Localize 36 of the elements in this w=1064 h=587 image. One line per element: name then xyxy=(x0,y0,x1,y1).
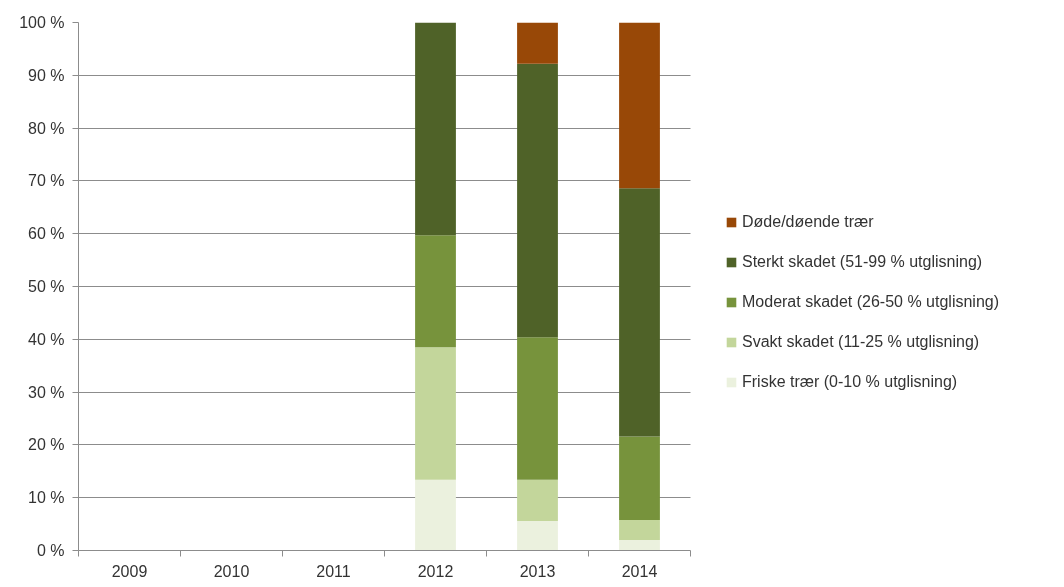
bar xyxy=(619,22,660,189)
bar xyxy=(517,337,558,480)
legend-label: Moderat skadet (26-50 % utglisning) xyxy=(742,292,1000,312)
x-tick-label: 2011 xyxy=(316,562,351,580)
y-tick-label: 50 % xyxy=(28,278,65,295)
bar xyxy=(517,63,558,338)
bar xyxy=(619,188,660,437)
x-tick-label: 2013 xyxy=(519,562,556,580)
legend-label: Sterkt skadet (51-99 % utglisning) xyxy=(742,252,983,272)
bar xyxy=(517,520,558,551)
x-tick-label: 2012 xyxy=(417,562,454,580)
y-tick-label: 90 % xyxy=(28,66,65,84)
bar xyxy=(415,235,456,348)
bar xyxy=(619,539,660,551)
bar xyxy=(619,436,660,520)
bar xyxy=(517,479,558,521)
bar xyxy=(619,519,660,540)
y-tick-label: 70 % xyxy=(28,172,65,190)
bar xyxy=(415,479,456,551)
legend-label: Svakt skadet (11-25 % utglisning) xyxy=(742,332,980,352)
y-tick-label: 10 % xyxy=(28,489,65,507)
bar xyxy=(415,22,456,236)
y-tick-label: 80 % xyxy=(28,119,65,137)
x-tick-label: 2014 xyxy=(621,562,658,580)
y-tick-label: 20 % xyxy=(28,436,65,454)
bar xyxy=(517,22,558,64)
y-tick-label: 40 % xyxy=(28,330,65,348)
x-tick-label: 2009 xyxy=(111,562,148,580)
bar xyxy=(415,347,456,480)
legend-label: Friske trær (0-10 % utglisning) xyxy=(742,372,958,392)
y-tick-label: 30 % xyxy=(28,383,65,401)
legend-label: Døde/døende trær xyxy=(742,212,874,232)
y-tick-label: 60 % xyxy=(28,225,65,243)
y-tick-label: 0 % xyxy=(36,542,65,559)
x-tick-label: 2010 xyxy=(213,562,250,580)
y-tick-label: 100 % xyxy=(19,14,65,31)
